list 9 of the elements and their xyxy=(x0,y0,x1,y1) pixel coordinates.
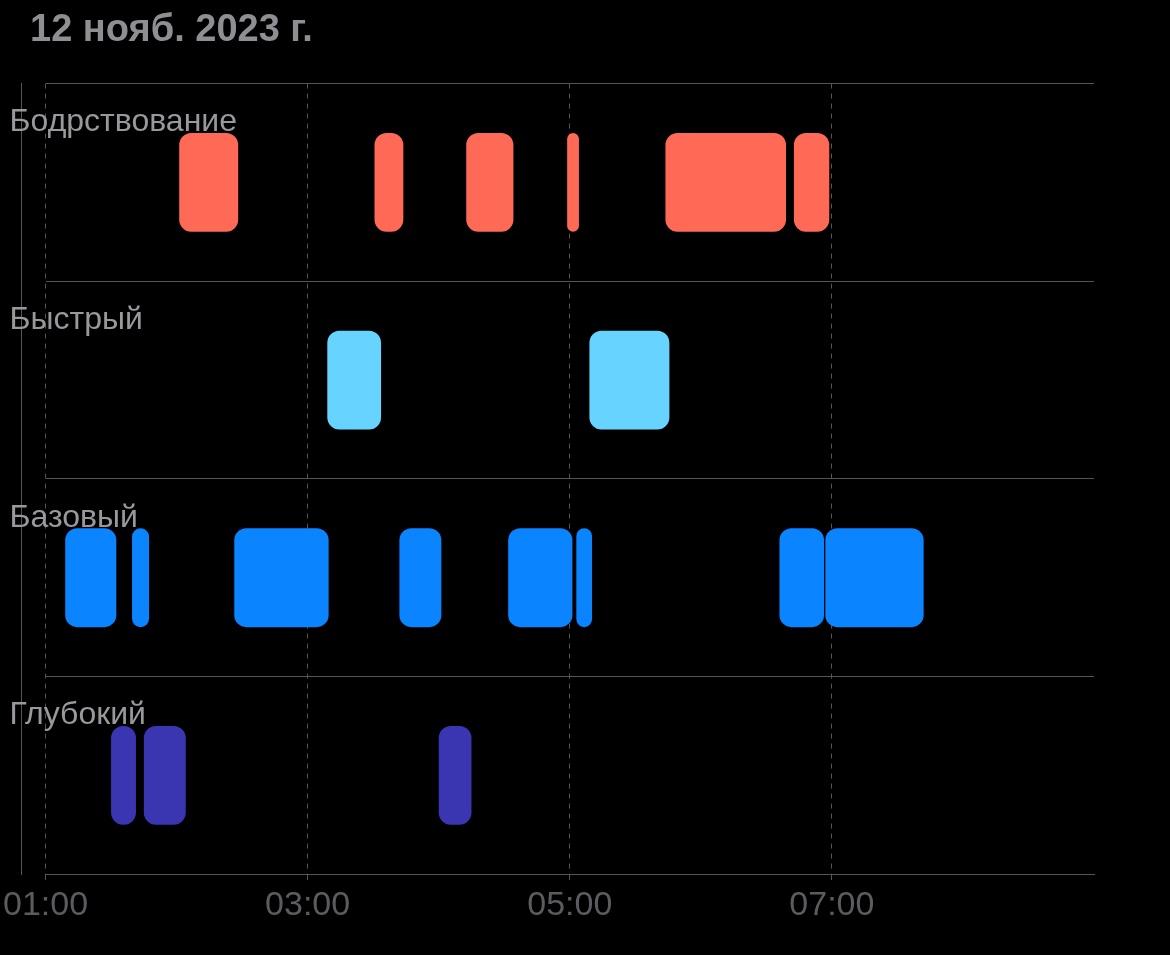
x-tick-label: 05:00 xyxy=(527,883,613,922)
y-tick-label: Базовый xyxy=(9,497,138,534)
chart-title: 12 нояб. 2023 г. xyxy=(30,7,313,50)
x-tick-label: 03:00 xyxy=(265,883,351,922)
x-tick-label: 07:00 xyxy=(789,883,875,922)
y-tick-label: Бодрствование xyxy=(9,102,237,139)
y-tick-label: Быстрый xyxy=(9,299,143,336)
x-tick-label: 01:00 xyxy=(2,883,89,922)
y-tick-label: Глубокий xyxy=(9,695,146,732)
